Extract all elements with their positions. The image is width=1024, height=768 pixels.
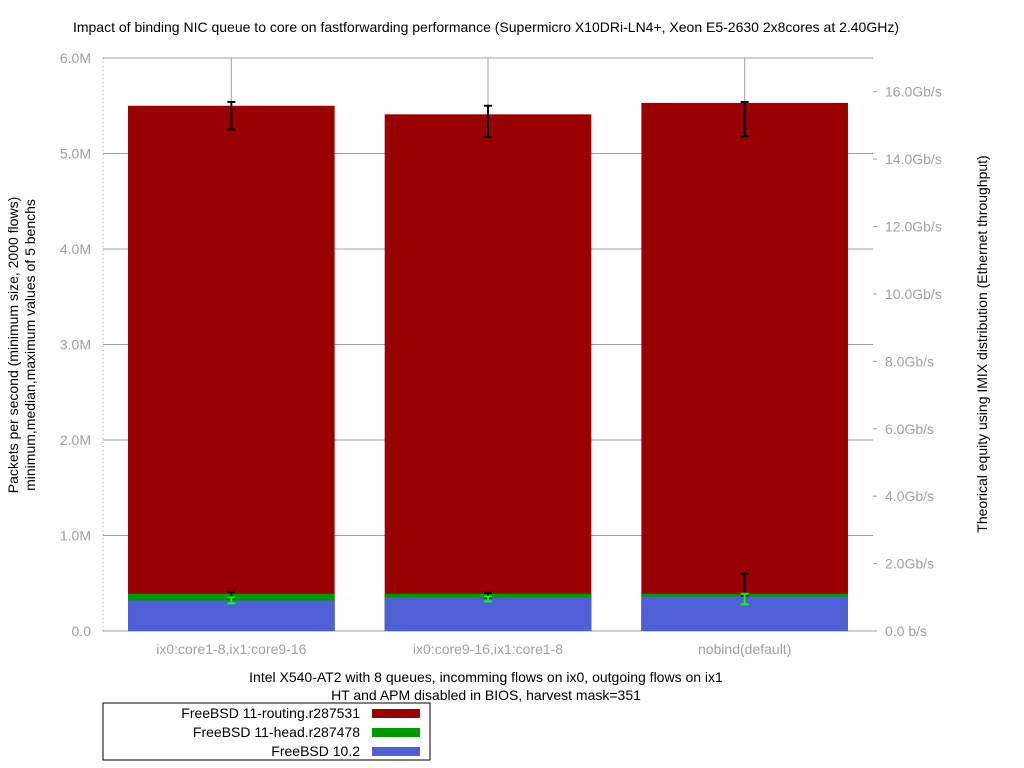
legend-label: FreeBSD 10.2	[271, 743, 360, 759]
bar	[384, 597, 592, 631]
y2-tick-label: 16.0Gb/s	[885, 84, 942, 100]
bar	[384, 114, 592, 632]
legend-label: FreeBSD 11-head.r287478	[193, 724, 360, 740]
error-bars	[227, 100, 749, 606]
chart-title: Impact of binding NIC queue to core on f…	[73, 19, 899, 35]
x-tick-label: nobind(default)	[698, 641, 791, 657]
y-tick-label: 4.0M	[60, 241, 91, 257]
bars	[128, 102, 848, 632]
legend-swatch	[372, 728, 420, 737]
y2-tick-label: 10.0Gb/s	[885, 286, 942, 302]
legend-label: FreeBSD 11-routing.r287531	[181, 705, 360, 721]
x-axis-label-line-1: Intel X540-AT2 with 8 queues, incomming …	[249, 669, 723, 685]
axes: 0.0 1.0M 2.0M 3.0M 4.0M 5.0M 6.0M ix0:core1-8,i…	[60, 50, 942, 657]
bar	[641, 102, 848, 631]
y-axis-label-line-2: minimum,median,maximum values of 5 bench…	[22, 199, 38, 491]
legend-swatch	[372, 747, 420, 756]
y-tick-label: 5.0M	[60, 146, 91, 162]
legend: FreeBSD 11-routing.r287531 FreeBSD 11-hea…	[102, 702, 431, 761]
x-tick-label: ix0:core1-8,ix1:core9-16	[156, 641, 306, 657]
y2-tick-label: 6.0Gb/s	[885, 421, 934, 437]
y-tick-label: 6.0M	[60, 50, 91, 66]
y-axis-label: Packets per second (minimum size, 2000 f…	[5, 197, 38, 493]
y2-axis-label: Theorical equity using IMIX distribution…	[974, 155, 990, 532]
bar	[128, 105, 335, 631]
y2-tick-label: 8.0Gb/s	[885, 353, 934, 369]
bar	[128, 600, 335, 631]
x-tick-label: ix0:core9-16,ix1:core1-8	[413, 641, 563, 657]
y-tick-label: 1.0M	[60, 528, 91, 544]
y-tick-label: 2.0M	[60, 432, 91, 448]
y2-tick-label: 14.0Gb/s	[885, 151, 942, 167]
y2-tick-label: 0.0 b/s	[885, 623, 927, 639]
x-axis-label-line-2: HT and APM disabled in BIOS, harvest mas…	[331, 687, 641, 703]
y-tick-label: 0.0	[72, 623, 92, 639]
y-tick-label: 3.0M	[60, 337, 91, 353]
y2-tick-label: 4.0Gb/s	[885, 488, 934, 504]
legend-swatch	[372, 709, 420, 718]
y2-tick-label: 2.0Gb/s	[885, 556, 934, 572]
y-axis-label-line-1: Packets per second (minimum size, 2000 f…	[5, 197, 21, 493]
y2-tick-label: 12.0Gb/s	[885, 219, 942, 235]
